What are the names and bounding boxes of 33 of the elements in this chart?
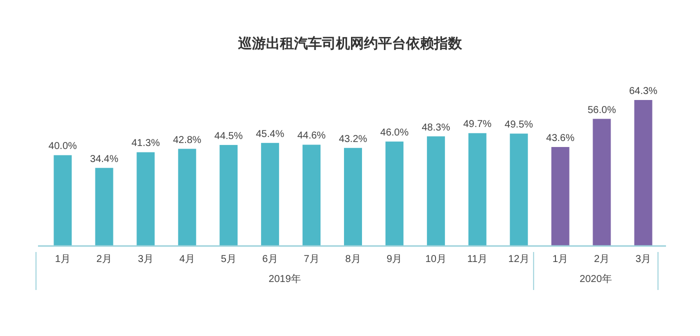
x-tick-label: 6月 [262,254,278,265]
x-tick-label: 4月 [179,254,195,265]
data-label: 41.3% [131,138,160,150]
x-tick-label: 3月 [635,254,652,265]
x-tick-label: 5月 [220,254,236,265]
data-label: 40.0% [48,141,78,152]
data-label: 42.8% [172,134,202,146]
x-tick-label: 7月 [304,254,320,265]
data-label: 34.4% [90,154,118,165]
x-tick-label: 11月 [467,254,488,265]
data-label: 56.0% [588,104,616,116]
data-label: 43.6% [546,133,575,144]
data-label: 44.6% [297,130,326,142]
x-tick-label: 10月 [425,254,446,265]
text: 2019年 [268,273,301,285]
x-tick-label: 3月 [138,254,154,265]
x-tick-label: 2月 [96,254,112,265]
data-label: 43.2% [338,134,368,145]
x-tick-label: 2月 [594,254,610,265]
data-label: 48.3% [422,122,450,134]
data-label: 49.5% [504,120,534,131]
x-tick-label: 1月 [54,254,71,265]
data-label: 45.4% [256,128,284,140]
x-tick-label: 1月 [552,254,568,265]
data-label: 49.7% [463,119,492,130]
data-label: 46.0% [380,128,409,139]
x-tick-label: 9月 [386,254,402,265]
x-tick-label: 8月 [345,254,361,265]
data-label: 64.3% [629,86,658,97]
chart-title: 巡游出租汽车司机网约平台依赖指数 [237,35,463,51]
text: 2020年 [580,273,612,285]
x-tick-label: 12月 [508,254,530,265]
data-label: 44.5% [214,130,243,142]
